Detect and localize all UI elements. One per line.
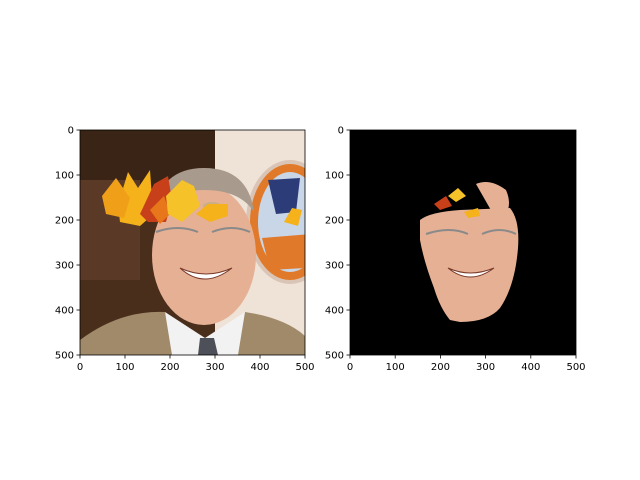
left-x-tick-label: 500 xyxy=(295,362,314,373)
right-y-tick-label: 500 xyxy=(325,351,344,362)
right-image xyxy=(350,130,576,355)
right-axes-frame xyxy=(349,129,577,356)
right-x-tick-label: 300 xyxy=(476,362,495,373)
left-image xyxy=(80,130,305,355)
left-axes xyxy=(79,129,306,356)
left-x-tick-label: 200 xyxy=(160,362,179,373)
left-y-tick-label: 300 xyxy=(55,261,74,272)
left-x-tick-label: 100 xyxy=(115,362,134,373)
right-y-tick-label: 300 xyxy=(325,261,344,272)
right-x-tick-label: 0 xyxy=(347,362,353,373)
right-y-tick-label: 400 xyxy=(325,306,344,317)
left-x-tick-label: 400 xyxy=(250,362,269,373)
left-x-tick-label: 0 xyxy=(77,362,83,373)
left-y-tick-label: 500 xyxy=(55,351,74,362)
left-axes-frame xyxy=(79,129,306,356)
right-x-tick-label: 500 xyxy=(566,362,585,373)
left-y-tick-label: 100 xyxy=(55,171,74,182)
right-y-tick-label: 200 xyxy=(325,216,344,227)
right-x-tick-label: 400 xyxy=(521,362,540,373)
right-y-tick-label: 0 xyxy=(338,126,344,137)
right-axes xyxy=(349,129,577,356)
right-x-tick-label: 200 xyxy=(431,362,450,373)
left-y-tick-label: 0 xyxy=(68,126,74,137)
left-y-tick-label: 200 xyxy=(55,216,74,227)
left-x-tick-label: 300 xyxy=(205,362,224,373)
right-y-tick-label: 100 xyxy=(325,171,344,182)
left-y-tick-label: 400 xyxy=(55,306,74,317)
right-x-tick-label: 100 xyxy=(386,362,405,373)
